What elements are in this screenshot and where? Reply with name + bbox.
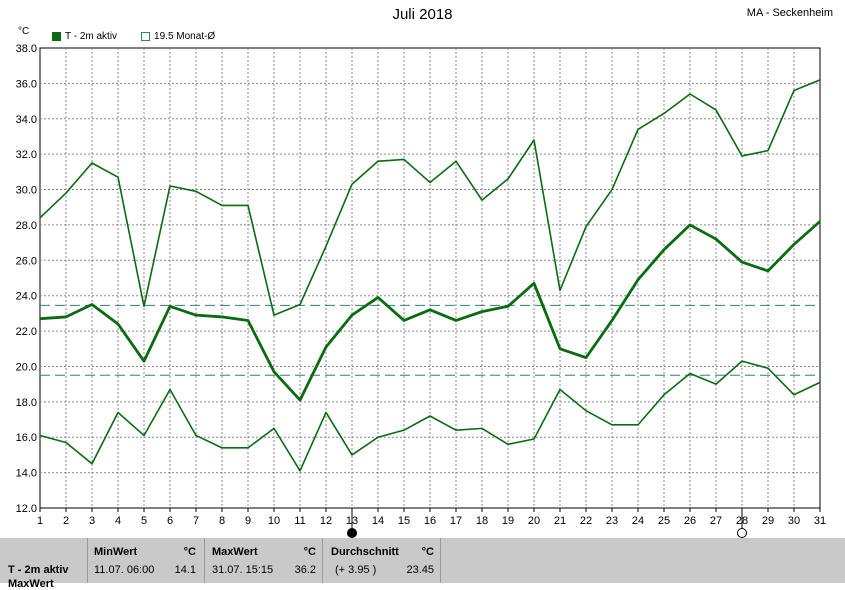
y-tick-label: 18.0 bbox=[16, 397, 37, 409]
x-tick-label: 3 bbox=[89, 515, 95, 527]
x-tick-label: 12 bbox=[320, 515, 332, 527]
y-tick-label: 16.0 bbox=[16, 432, 37, 444]
legend: T - 2m aktiv 19.5 Monat-Ø bbox=[52, 31, 215, 42]
x-tick-label: 14 bbox=[372, 515, 384, 527]
avg-value: 23.45 bbox=[406, 564, 434, 576]
max-unit: °C bbox=[303, 546, 316, 558]
y-tick-label: 22.0 bbox=[16, 326, 37, 338]
y-axis-unit: °C bbox=[18, 26, 30, 37]
x-tick-label: 7 bbox=[193, 515, 199, 527]
y-tick-label: 26.0 bbox=[16, 255, 37, 267]
legend-item-series[interactable]: T - 2m aktiv bbox=[52, 31, 117, 42]
y-tick-label: 38.0 bbox=[16, 43, 37, 55]
legend-series-label: T - 2m aktiv bbox=[65, 31, 118, 42]
stats-avg-cell: Durchschnitt °C (+ 3.95 ) 23.45 bbox=[323, 538, 441, 583]
x-tick-label: 26 bbox=[684, 515, 696, 527]
x-tick-label: 11 bbox=[294, 515, 305, 527]
y-tick-label: 24.0 bbox=[16, 291, 37, 303]
x-tick-label: 4 bbox=[115, 515, 121, 527]
x-tick-label: 27 bbox=[710, 515, 722, 527]
x-tick-label: 9 bbox=[245, 515, 251, 527]
x-tick-label: 19 bbox=[502, 515, 514, 527]
x-tick-label: 22 bbox=[580, 515, 592, 527]
min-header: MinWert bbox=[94, 546, 138, 558]
avg-diff: (+ 3.95 ) bbox=[335, 564, 377, 576]
min-value: 14.1 bbox=[174, 564, 196, 576]
max-header: MaxWert bbox=[212, 546, 258, 558]
x-tick-label: 20 bbox=[528, 515, 540, 527]
series-line-min bbox=[39, 360, 821, 472]
x-tick-label: 23 bbox=[606, 515, 618, 527]
max-value: 36.2 bbox=[294, 564, 316, 576]
y-tick-label: 34.0 bbox=[16, 114, 37, 126]
x-tick-label: 2 bbox=[63, 515, 69, 527]
avg-unit: °C bbox=[421, 546, 434, 558]
full-moon-icon bbox=[347, 528, 357, 538]
legend-item-mean[interactable]: 19.5 Monat-Ø bbox=[141, 31, 215, 42]
stats-row-label: T - 2m aktiv bbox=[8, 564, 69, 576]
stats-label-cell: T - 2m aktiv MaxWert bbox=[0, 538, 88, 590]
x-tick-label: 18 bbox=[476, 515, 488, 527]
x-tick-label: 1 bbox=[37, 515, 43, 527]
x-tick-label: 31 bbox=[814, 515, 826, 527]
temperature-chart: 12.0 14.0 16.0 18.0 20.0 22.0 24.0 26.0 28.0 30.0… bbox=[16, 43, 826, 538]
x-tick-label: 21 bbox=[554, 515, 566, 527]
x-tick-label: 17 bbox=[450, 515, 462, 527]
stats-table: T - 2m aktiv MaxWert MinWert °C 11.07. 0… bbox=[0, 538, 845, 590]
stats-min-cell: MinWert °C 11.07. 06:00 14.1 bbox=[88, 538, 205, 583]
y-tick-label: 32.0 bbox=[16, 149, 37, 161]
min-unit: °C bbox=[183, 546, 196, 558]
min-time: 11.07. 06:00 bbox=[94, 564, 155, 576]
chart-title: Juli 2018 bbox=[392, 6, 453, 23]
max-time: 31.07. 15:15 bbox=[212, 564, 274, 576]
x-tick-label: 8 bbox=[219, 515, 225, 527]
x-tick-label: 24 bbox=[632, 515, 644, 527]
legend-mean-label: 19.5 Monat-Ø bbox=[154, 31, 216, 42]
new-moon-icon bbox=[737, 528, 747, 538]
station-name: MA - Seckenheim bbox=[746, 7, 833, 19]
y-tick-label: 20.0 bbox=[16, 361, 37, 373]
mean-swatch-icon bbox=[141, 32, 151, 41]
y-tick-label: 28.0 bbox=[16, 220, 37, 232]
x-tick-label: 5 bbox=[141, 515, 147, 527]
avg-header: Durchschnitt bbox=[331, 546, 399, 558]
y-tick-label: 36.0 bbox=[16, 78, 37, 90]
x-tick-label: 15 bbox=[398, 515, 410, 527]
y-tick-label: 12.0 bbox=[16, 503, 37, 515]
x-tick-label: 30 bbox=[788, 515, 800, 527]
series-line-mean bbox=[39, 220, 821, 402]
x-tick-label: 10 bbox=[268, 515, 280, 527]
x-tick-label: 16 bbox=[424, 515, 436, 527]
series-swatch-icon bbox=[52, 32, 61, 41]
x-tick-label: 25 bbox=[658, 515, 670, 527]
stats-row-label-2: MaxWert bbox=[8, 578, 54, 590]
y-tick-label: 14.0 bbox=[16, 468, 37, 480]
stats-max-cell: MaxWert °C 31.07. 15:15 36.2 bbox=[205, 538, 323, 583]
x-tick-label: 6 bbox=[167, 515, 173, 527]
y-tick-label: 30.0 bbox=[16, 185, 37, 197]
x-tick-label: 29 bbox=[762, 515, 774, 527]
series-line-max bbox=[39, 79, 821, 316]
